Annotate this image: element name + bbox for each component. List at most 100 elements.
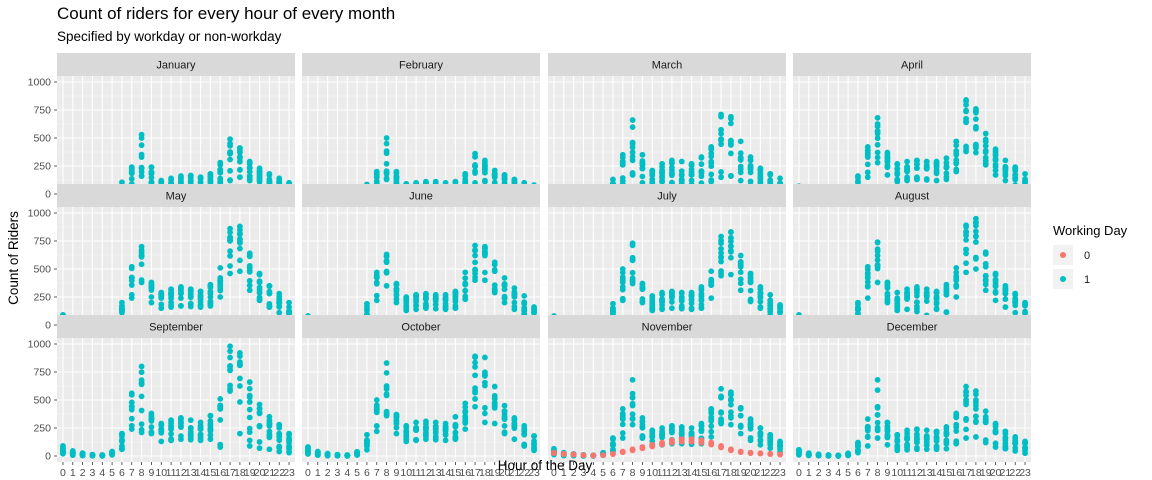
point-workday (727, 229, 734, 235)
point-workday (639, 173, 646, 180)
point-workday (727, 172, 734, 179)
point-workday (276, 177, 283, 184)
point-workday (511, 436, 518, 443)
point-workday (158, 291, 165, 298)
point-workday (383, 282, 390, 289)
point-workday (246, 287, 253, 294)
point-workday (982, 277, 989, 284)
x-tick-label: 15 (205, 467, 217, 479)
x-tick-label: 17 (224, 467, 236, 479)
point-workday (491, 286, 498, 293)
point-workday (383, 168, 390, 175)
point-workday (943, 286, 950, 293)
point-workday (610, 440, 616, 447)
point-workday (481, 250, 488, 257)
point-workday (1022, 176, 1028, 182)
point-workday (855, 178, 861, 185)
point-workday (207, 413, 214, 419)
point-workday (472, 252, 478, 259)
point-workday (669, 299, 675, 305)
point-workday (403, 424, 410, 431)
point-workday (236, 362, 243, 368)
point-workday (943, 164, 950, 171)
point-workday (963, 108, 969, 115)
point-workday (148, 415, 155, 421)
point-workday (207, 432, 214, 438)
point-workday (874, 435, 881, 441)
point-workday (864, 174, 871, 181)
point-workday (393, 424, 400, 431)
point-workday (119, 445, 125, 452)
point-workday (501, 293, 508, 300)
point-workday (481, 382, 488, 389)
point-workday (727, 247, 734, 254)
point-workday (698, 287, 705, 294)
facet-strip (793, 184, 1031, 207)
y-tick-label: 250 (33, 423, 51, 435)
point-workday (963, 236, 969, 243)
point-workday (364, 443, 370, 449)
point-workday (963, 246, 969, 253)
facet-strip (302, 315, 540, 338)
point-workday (727, 397, 734, 404)
point-workday (197, 431, 204, 438)
x-tick-label: 9 (149, 467, 155, 479)
point-workday (953, 138, 960, 145)
point-workday (246, 253, 253, 260)
x-tick-label: 0 (551, 467, 557, 479)
point-workday (864, 279, 871, 285)
point-workday (767, 433, 774, 440)
point-workday (178, 174, 184, 181)
point-workday (207, 283, 214, 290)
point-workday (266, 283, 273, 290)
x-tick-label: 10 (891, 467, 903, 479)
point-workday (1012, 167, 1019, 174)
x-tick-label: 19 (244, 467, 256, 479)
point-workday (432, 430, 439, 436)
point-workday (855, 307, 861, 314)
point-workday (432, 305, 439, 312)
point-workday (481, 419, 488, 426)
point-workday (629, 242, 636, 249)
point-workday (855, 441, 861, 448)
point-workday (904, 433, 910, 440)
point-nonworkday (708, 441, 715, 448)
x-tick-label: 4 (590, 467, 596, 479)
point-workday (864, 443, 871, 449)
point-workday (207, 294, 214, 301)
point-workday (256, 401, 263, 408)
point-workday (501, 275, 508, 281)
point-workday (276, 433, 283, 440)
x-tick-label: 21 (509, 467, 521, 479)
point-workday (521, 292, 528, 299)
point-workday (894, 289, 901, 296)
x-tick-label: 20 (254, 467, 266, 479)
point-workday (659, 179, 665, 185)
point-workday (777, 304, 783, 311)
x-tick-label: 18 (479, 467, 491, 479)
point-workday (610, 446, 616, 453)
point-workday (923, 298, 930, 304)
point-workday (963, 269, 969, 276)
point-workday (217, 284, 224, 290)
facet-strip (548, 53, 786, 76)
point-workday (462, 426, 469, 433)
y-tick-label: 1000 (28, 77, 52, 89)
point-workday (963, 98, 969, 105)
point-workday (923, 176, 930, 182)
point-workday (884, 154, 891, 161)
point-workday (629, 376, 636, 383)
point-nonworkday (639, 445, 646, 452)
x-tick-label: 8 (875, 467, 881, 479)
point-workday (60, 444, 66, 451)
x-tick-label: 9 (394, 467, 400, 479)
point-workday (747, 434, 754, 441)
point-workday (963, 383, 969, 390)
point-workday (669, 172, 675, 179)
point-nonworkday (718, 444, 724, 451)
point-workday (874, 121, 881, 127)
point-workday (659, 291, 665, 298)
point-workday (727, 137, 734, 144)
point-workday (501, 172, 508, 178)
point-nonworkday (580, 452, 587, 459)
